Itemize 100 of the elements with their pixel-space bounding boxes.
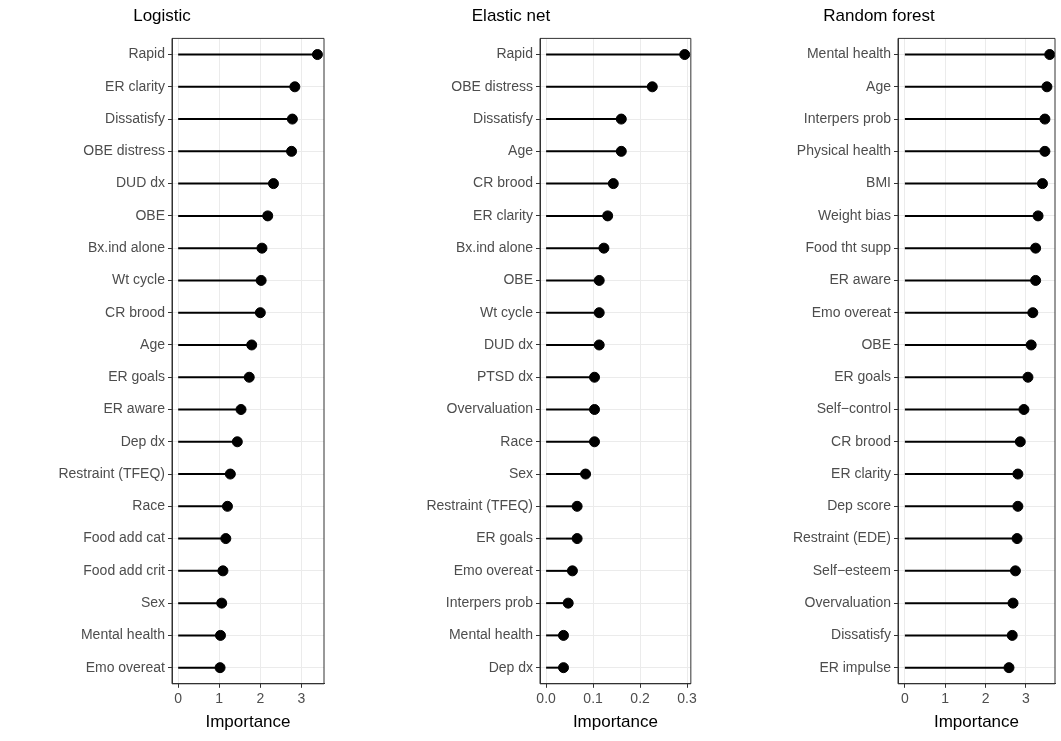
x-tick-label: 2	[981, 690, 990, 707]
y-tick-label: BMI	[866, 174, 891, 191]
y-tick-label: Overvaluation	[446, 400, 533, 417]
point	[589, 404, 601, 416]
point	[589, 436, 601, 448]
x-axis-title: Importance	[572, 712, 658, 732]
y-tick-label: Food tht supp	[805, 239, 892, 256]
point	[593, 274, 605, 286]
y-tick-label: Dep dx	[120, 432, 165, 449]
point	[1030, 242, 1042, 254]
point	[1012, 500, 1024, 512]
point	[1003, 662, 1015, 674]
point	[254, 307, 266, 319]
point	[1027, 307, 1039, 319]
point	[598, 242, 610, 254]
x-tick-label: 3	[1022, 690, 1031, 707]
point	[646, 81, 658, 93]
point	[255, 274, 267, 286]
point	[1039, 113, 1051, 125]
y-tick-label: OBE distress	[83, 142, 165, 159]
point	[1018, 404, 1030, 416]
point	[267, 178, 279, 190]
point	[602, 210, 614, 222]
point	[235, 404, 247, 416]
point	[214, 662, 226, 674]
y-tick-label: OBE distress	[451, 77, 533, 94]
y-tick-label: Overvaluation	[804, 593, 891, 610]
point	[214, 629, 226, 641]
point	[256, 242, 268, 254]
y-tick-label: Emo overeat	[811, 303, 892, 320]
y-tick-label: Dep dx	[488, 658, 533, 675]
point	[1012, 468, 1024, 480]
point	[580, 468, 592, 480]
y-tick-label: ER aware	[103, 400, 166, 417]
point	[1009, 565, 1021, 577]
y-tick-label: Interpers prob	[803, 109, 892, 126]
point	[571, 500, 583, 512]
y-tick-label: Weight bias	[818, 206, 891, 223]
y-tick-label: PTSD dx	[476, 368, 533, 385]
point	[311, 49, 323, 61]
y-tick-label: Race	[132, 497, 166, 514]
y-tick-label: Food add crit	[83, 561, 166, 578]
x-tick-label: 2	[256, 690, 265, 707]
y-tick-label: Self−esteem	[812, 561, 891, 578]
y-tick-label: ER clarity	[473, 206, 533, 223]
y-tick-label: CR brood	[831, 432, 891, 449]
y-tick-label: OBE	[861, 335, 891, 352]
y-tick-label: CR brood	[105, 303, 165, 320]
point	[1032, 210, 1044, 222]
y-tick-label: Food add cat	[83, 529, 166, 546]
y-tick-label: Sex	[508, 464, 533, 481]
y-tick-label: Physical health	[796, 142, 891, 159]
y-tick-label: Dissatisfy	[831, 626, 891, 643]
y-tick-label: Age	[508, 142, 534, 159]
x-tick-label: 1	[941, 690, 950, 707]
point	[1011, 533, 1023, 545]
x-tick-label: 0	[900, 690, 909, 707]
point	[557, 662, 569, 674]
point	[216, 597, 228, 609]
x-axis-title: Importance	[933, 712, 1020, 732]
point	[593, 339, 605, 351]
point	[593, 307, 605, 319]
point	[1025, 339, 1037, 351]
x-tick-label: 0.2	[630, 690, 651, 707]
point	[243, 371, 255, 383]
point	[289, 81, 301, 93]
y-tick-label: Rapid	[128, 45, 165, 62]
y-tick-label: Mental health	[806, 45, 891, 62]
y-tick-label: ER goals	[108, 368, 165, 385]
x-tick-label: 0.3	[677, 690, 698, 707]
point	[1006, 629, 1018, 641]
point	[224, 468, 236, 480]
point	[571, 533, 583, 545]
y-tick-label: Interpers prob	[445, 593, 534, 610]
point	[217, 565, 229, 577]
y-tick-label: Restraint (TFEQ)	[58, 464, 165, 481]
y-tick-label: Rapid	[496, 45, 533, 62]
y-tick-label: Age	[140, 335, 166, 352]
y-tick-label: Mental health	[448, 626, 533, 643]
point	[589, 371, 601, 383]
point	[566, 565, 578, 577]
y-tick-label: Restraint (EDE)	[792, 529, 891, 546]
point	[286, 113, 298, 125]
point	[1014, 436, 1026, 448]
y-tick-label: Bx.ind alone	[87, 239, 166, 256]
point	[562, 597, 574, 609]
y-tick-label: Wt cycle	[480, 303, 534, 320]
point	[1041, 81, 1053, 93]
y-tick-label: Sex	[140, 593, 165, 610]
chart-title: Elastic net	[471, 5, 551, 25]
y-tick-label: Bx.ind alone	[455, 239, 534, 256]
point	[615, 113, 627, 125]
x-tick-label: 0.0	[536, 690, 557, 707]
y-tick-label: ER goals	[476, 529, 533, 546]
y-tick-label: ER clarity	[831, 464, 891, 481]
y-tick-label: Restraint (TFEQ)	[426, 497, 533, 514]
point	[1030, 274, 1042, 286]
chart-title: Random forest	[823, 5, 936, 25]
y-tick-label: Dep score	[827, 497, 892, 514]
y-tick-label: DUD dx	[115, 174, 165, 191]
